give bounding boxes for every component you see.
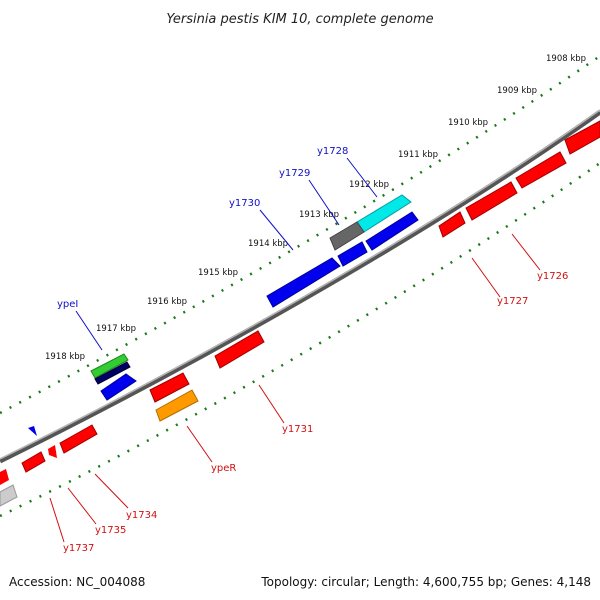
gene-label[interactable]: y1730	[229, 198, 260, 209]
forward-label-lines	[75, 157, 378, 351]
kbp-label: 1912 kbp	[349, 180, 389, 190]
gene-red[interactable]	[214, 330, 265, 369]
outer-tick-track	[0, 54, 600, 415]
gene-blue-small[interactable]	[28, 426, 37, 436]
gene-label[interactable]: y1734	[126, 510, 157, 521]
gene-red[interactable]	[21, 451, 46, 473]
kbp-label: 1913 kbp	[299, 210, 339, 220]
leader-line	[346, 157, 378, 198]
leader-line	[67, 487, 97, 525]
kbp-label: 1915 kbp	[198, 268, 238, 278]
gene-label[interactable]: y1737	[63, 543, 94, 554]
gene-red[interactable]	[564, 120, 600, 155]
gene-orange[interactable]	[155, 389, 199, 422]
gene-label[interactable]: y1729	[279, 168, 310, 179]
kbp-label: 1911 kbp	[398, 150, 438, 160]
genome-backbone-highlight	[0, 109, 600, 460]
gene-red[interactable]	[59, 424, 98, 454]
gene-red[interactable]	[149, 372, 190, 403]
leader-line	[49, 497, 65, 543]
gene-label[interactable]: y1726	[537, 271, 568, 282]
accession-text: Accession: NC_004088	[9, 575, 145, 589]
gene-blue[interactable]	[337, 241, 368, 267]
leader-line	[511, 233, 541, 271]
kbp-labels: 1908 kbp 1909 kbp 1910 kbp 1911 kbp 1912…	[45, 54, 586, 362]
kbp-label: 1908 kbp	[546, 54, 586, 64]
reverse-label-lines	[49, 233, 541, 543]
map-title: Yersinia pestis KIM 10, complete genome	[166, 12, 433, 27]
gene-green[interactable]	[90, 353, 129, 379]
gene-red[interactable]	[515, 151, 567, 189]
gene-label[interactable]: y1728	[317, 146, 348, 157]
genome-backbone	[0, 109, 600, 464]
leader-line	[308, 179, 340, 226]
reverse-genes	[0, 120, 600, 507]
inner-tick-track	[0, 161, 600, 518]
gene-red[interactable]	[465, 181, 518, 221]
leader-line	[258, 384, 285, 424]
reverse-gene-labels: y1726 y1727 y1731 ypeR y1734 y1735 y1737	[63, 271, 568, 554]
forward-gene-labels: y1728 y1729 y1730 ypeI	[57, 146, 348, 310]
leader-line	[94, 473, 129, 509]
gene-blue[interactable]	[266, 257, 341, 308]
kbp-label: 1914 kbp	[248, 239, 288, 249]
leader-line	[75, 310, 103, 351]
gene-blue[interactable]	[365, 211, 419, 251]
kbp-label: 1909 kbp	[497, 86, 537, 96]
gene-label[interactable]: y1727	[497, 296, 528, 307]
gene-label[interactable]: y1731	[282, 424, 313, 435]
gene-blue[interactable]	[100, 373, 137, 401]
leader-line	[186, 425, 213, 463]
kbp-label: 1910 kbp	[448, 118, 488, 128]
gene-red[interactable]	[0, 469, 9, 485]
gene-lightgray[interactable]	[0, 484, 18, 507]
gene-label[interactable]: ypeR	[211, 463, 236, 474]
kbp-label: 1916 kbp	[147, 297, 187, 307]
leader-line	[259, 209, 294, 251]
gene-gray[interactable]	[329, 221, 365, 251]
gene-label[interactable]: ypeI	[57, 299, 78, 310]
gene-red[interactable]	[48, 445, 57, 458]
leader-line	[471, 257, 501, 298]
gene-navy[interactable]	[94, 361, 131, 385]
gene-red[interactable]	[438, 211, 466, 238]
gene-label[interactable]: y1735	[95, 525, 126, 536]
genome-summary-text: Topology: circular; Length: 4,600,755 bp…	[260, 575, 591, 589]
kbp-label: 1917 kbp	[96, 324, 136, 334]
forward-genes	[28, 194, 419, 436]
kbp-label: 1918 kbp	[45, 352, 85, 362]
